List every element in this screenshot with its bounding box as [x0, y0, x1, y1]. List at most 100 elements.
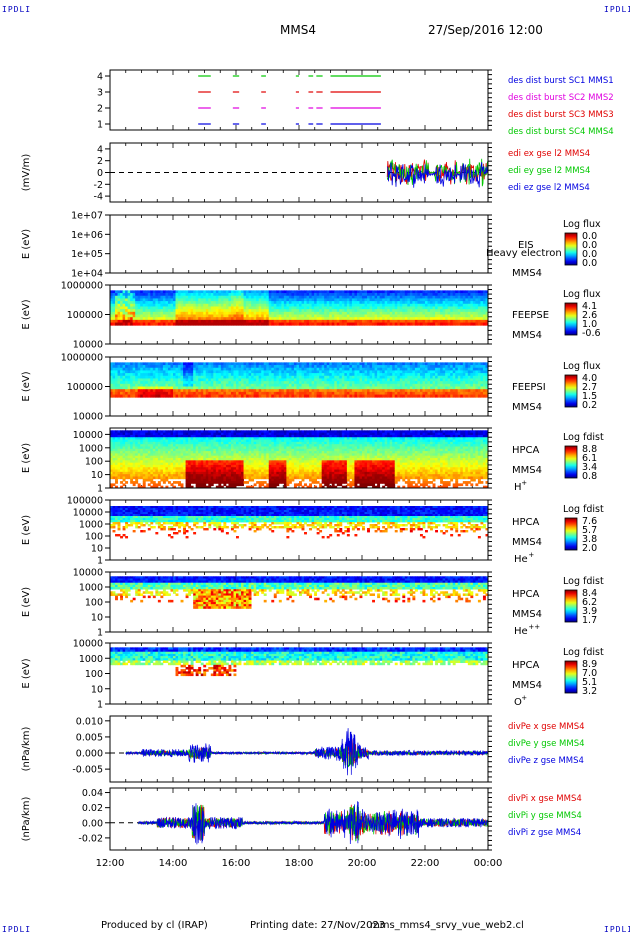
- y-axis-label: E (eV): [21, 658, 32, 688]
- corner-label-top-right: IPDLI: [604, 5, 630, 14]
- spacecraft-label: MMS4: [512, 402, 542, 413]
- spacecraft-label: MMS4: [512, 465, 542, 476]
- y-axis-label: E (eV): [21, 515, 32, 545]
- colorbar-value: 5.1: [582, 677, 597, 688]
- panel-frame: [109, 356, 489, 417]
- y-axis-label: (nPa/km): [21, 797, 32, 842]
- x-tick-label: 16:00: [222, 858, 251, 869]
- divpi-trace: [137, 801, 489, 845]
- y-tick-label: 100000: [67, 496, 103, 507]
- instrument-label: EIS: [518, 240, 534, 251]
- colorbar-value: 2.0: [582, 543, 597, 554]
- colorbar-value: 8.4: [582, 588, 597, 599]
- y-axis-label: E (eV): [21, 229, 32, 259]
- y-tick-label: 4: [97, 72, 103, 83]
- colorbar-value: 0.0: [582, 231, 597, 242]
- colorbar-value: 1.5: [582, 391, 597, 402]
- x-tick-label: 12:00: [96, 858, 125, 869]
- footer-printing-date: Printing date: 27/Nov/2023: [250, 920, 386, 931]
- colorbar-title: Log fdist: [563, 647, 604, 658]
- panel-frame: [109, 214, 489, 274]
- y-tick-label: 1: [97, 628, 103, 639]
- y-tick-label: 1e+07: [71, 211, 103, 222]
- legend-entry: des dist burst SC1 MMS1: [508, 76, 614, 86]
- legend-entry: divPi x gse MMS4: [508, 794, 582, 804]
- y-tick-label: 1e+05: [71, 249, 103, 260]
- panel-frame: [109, 499, 489, 561]
- x-tick-label: 22:00: [411, 858, 440, 869]
- species-label: He: [514, 626, 528, 637]
- y-tick-label: -0.005: [72, 765, 103, 776]
- colorbar-value: 2.6: [582, 310, 597, 321]
- colorbar-title: Log flux: [563, 361, 601, 372]
- colorbar-value: 0.8: [582, 471, 597, 482]
- y-tick-label: 10000: [73, 508, 103, 519]
- spacecraft-label: MMS4: [512, 268, 542, 279]
- corner-label-bottom-left: IPDLI: [2, 925, 32, 934]
- species-charge: +: [528, 551, 534, 559]
- legend-entry: divPi y gse MMS4: [508, 811, 582, 821]
- colorbar-value: 6.2: [582, 597, 597, 608]
- spectrogram: [110, 576, 489, 609]
- species-label: H: [514, 482, 522, 493]
- panel-frame: [109, 715, 489, 783]
- x-tick-label: 20:00: [348, 858, 377, 869]
- y-tick-label: 1000000: [61, 353, 103, 364]
- y-tick-label: 100: [85, 532, 103, 543]
- colorbar: [564, 589, 578, 623]
- colorbar-value: 8.9: [582, 659, 597, 670]
- colorbar-value: 0.0: [582, 240, 597, 251]
- y-axis-label: E (eV): [21, 587, 32, 617]
- colorbar-value: -0.6: [582, 328, 601, 339]
- y-axis-label: E (eV): [21, 443, 32, 473]
- y-axis-label: (nPa/km): [21, 727, 32, 772]
- instrument-label: HPCA: [512, 445, 540, 456]
- spectrogram: [110, 362, 489, 398]
- species-charge: +: [521, 479, 527, 487]
- footer-filename: mms_mms4_srvy_vue_web2.cl: [370, 920, 524, 931]
- instrument-label: FEEPSE: [512, 310, 549, 321]
- colorbar-value: 0.2: [582, 400, 597, 411]
- y-tick-label: 100: [85, 598, 103, 609]
- y-tick-label: -0.02: [78, 833, 103, 844]
- legend-entry: des dist burst SC3 MMS3: [508, 110, 614, 120]
- y-tick-label: 10: [91, 544, 103, 555]
- y-tick-label: 10000: [73, 430, 103, 441]
- y-tick-label: 3: [97, 88, 103, 99]
- colorbar-value: 3.8: [582, 534, 597, 545]
- y-tick-label: 10000: [73, 568, 103, 579]
- legend-entry: edi ey gse l2 MMS4: [508, 166, 590, 176]
- panel-frame: [109, 787, 489, 851]
- x-tick-label: 14:00: [159, 858, 188, 869]
- instrument-label: HPCA: [512, 660, 540, 671]
- colorbar: [564, 660, 578, 694]
- y-tick-label: 10: [91, 470, 103, 481]
- y-tick-label: 100000: [67, 310, 103, 321]
- colorbar-value: 4.0: [582, 373, 597, 384]
- y-tick-label: 1000: [79, 443, 103, 454]
- species-charge: ++: [528, 623, 540, 631]
- y-tick-label: 0: [97, 168, 103, 179]
- datetime-title: 27/Sep/2016 12:00: [428, 23, 543, 37]
- legend-entry: des dist burst SC2 MMS2: [508, 93, 614, 103]
- spacecraft-label: MMS4: [512, 330, 542, 341]
- y-tick-label: 1: [97, 700, 103, 711]
- y-tick-label: 100000: [67, 382, 103, 393]
- colorbar-value: 3.4: [582, 462, 597, 473]
- y-tick-label: 100: [85, 457, 103, 468]
- panel-frame: [109, 571, 489, 633]
- spectrogram: [110, 430, 489, 489]
- colorbar-value: 3.2: [582, 686, 597, 697]
- panel-frame: [109, 642, 489, 705]
- legend-entry: des dist burst SC4 MMS4: [508, 127, 614, 137]
- colorbar-title: Log fdist: [563, 504, 604, 515]
- efield-trace: [386, 162, 489, 188]
- panel-frame: [109, 427, 489, 489]
- spacecraft-label: MMS4: [512, 609, 542, 620]
- legend-entry: divPe y gse MMS4: [508, 739, 585, 749]
- colorbar-value: 5.7: [582, 525, 597, 536]
- y-tick-label: 10: [91, 613, 103, 624]
- colorbar-value: 6.1: [582, 453, 597, 464]
- y-tick-label: 10000: [73, 639, 103, 650]
